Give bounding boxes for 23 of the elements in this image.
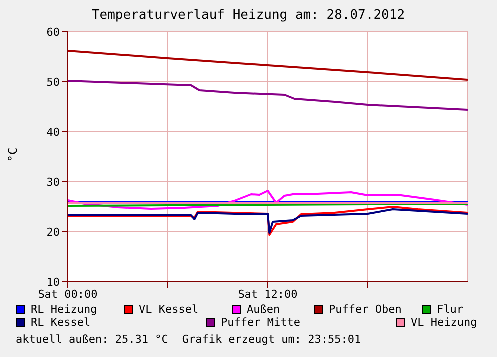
- x-tick-label: Sat 00:00: [38, 288, 98, 301]
- legend-label: Flur: [437, 303, 464, 316]
- line-series: [68, 190, 468, 210]
- legend-label: Außen: [247, 303, 280, 316]
- y-tick-label: 20: [46, 226, 60, 239]
- y-axis-title: °C: [6, 148, 20, 162]
- y-tick-label: 30: [46, 176, 60, 189]
- legend-label: RL Heizung: [31, 303, 98, 316]
- legend-label: Puffer Oben: [329, 303, 402, 316]
- legend-label: Puffer Mitte: [221, 316, 300, 329]
- y-tick-label: 10: [46, 276, 60, 289]
- line-series: [68, 50, 468, 81]
- y-tick-label: 50: [46, 76, 60, 89]
- legend-label: RL Kessel: [31, 316, 91, 329]
- text: aktuell außen: 25.31 °C: [16, 333, 168, 346]
- y-tick-label: 40: [46, 126, 60, 139]
- x-tick-label: Sat 12:00: [238, 288, 298, 301]
- chart-title: Temperaturverlauf Heizung am: 28.07.2012: [90, 8, 406, 23]
- line-series: [68, 80, 468, 111]
- text: Grafik erzeugt um: 23:55:01: [182, 333, 362, 346]
- y-tick-label: 60: [46, 26, 60, 39]
- legend-label: VL Kessel: [139, 303, 199, 316]
- legend-label: VL Heizung: [411, 316, 478, 329]
